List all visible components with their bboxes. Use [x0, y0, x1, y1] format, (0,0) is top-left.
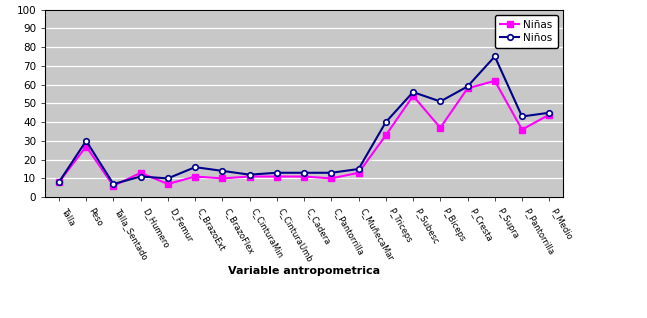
Niñas: [437, 126, 444, 130]
Line: Niñas: Niñas: [56, 78, 552, 189]
Niñas: [545, 113, 553, 116]
Niñas: [273, 175, 281, 178]
Niñas: [82, 145, 90, 149]
Niñas: [192, 175, 199, 178]
Niñas: [355, 171, 362, 175]
Niñas: [464, 86, 472, 90]
Niños: [518, 114, 526, 118]
Niños: [55, 180, 63, 184]
Niños: [382, 120, 389, 124]
Niñas: [409, 94, 417, 98]
Niñas: [137, 171, 144, 175]
Niños: [273, 171, 281, 175]
Niños: [464, 85, 472, 88]
Niños: [164, 176, 171, 180]
Niñas: [518, 128, 526, 132]
Niños: [300, 171, 308, 175]
Niñas: [109, 184, 117, 188]
Niñas: [382, 133, 389, 137]
Niños: [355, 167, 362, 171]
Niños: [327, 171, 335, 175]
X-axis label: Variable antropometrica: Variable antropometrica: [228, 266, 380, 276]
Niñas: [219, 176, 226, 180]
Niños: [82, 139, 90, 143]
Legend: Niñas, Niños: Niñas, Niños: [495, 15, 558, 48]
Niños: [109, 182, 117, 186]
Niños: [545, 111, 553, 114]
Niños: [491, 54, 499, 58]
Niños: [219, 169, 226, 173]
Niñas: [491, 79, 499, 83]
Line: Niños: Niños: [56, 54, 552, 187]
Niñas: [327, 176, 335, 180]
Niños: [246, 173, 254, 176]
Niños: [137, 175, 144, 178]
Niños: [409, 90, 417, 94]
Niñas: [164, 182, 171, 186]
Niñas: [300, 175, 308, 178]
Niñas: [246, 175, 254, 178]
Niños: [437, 100, 444, 103]
Niños: [192, 165, 199, 169]
Niñas: [55, 180, 63, 184]
